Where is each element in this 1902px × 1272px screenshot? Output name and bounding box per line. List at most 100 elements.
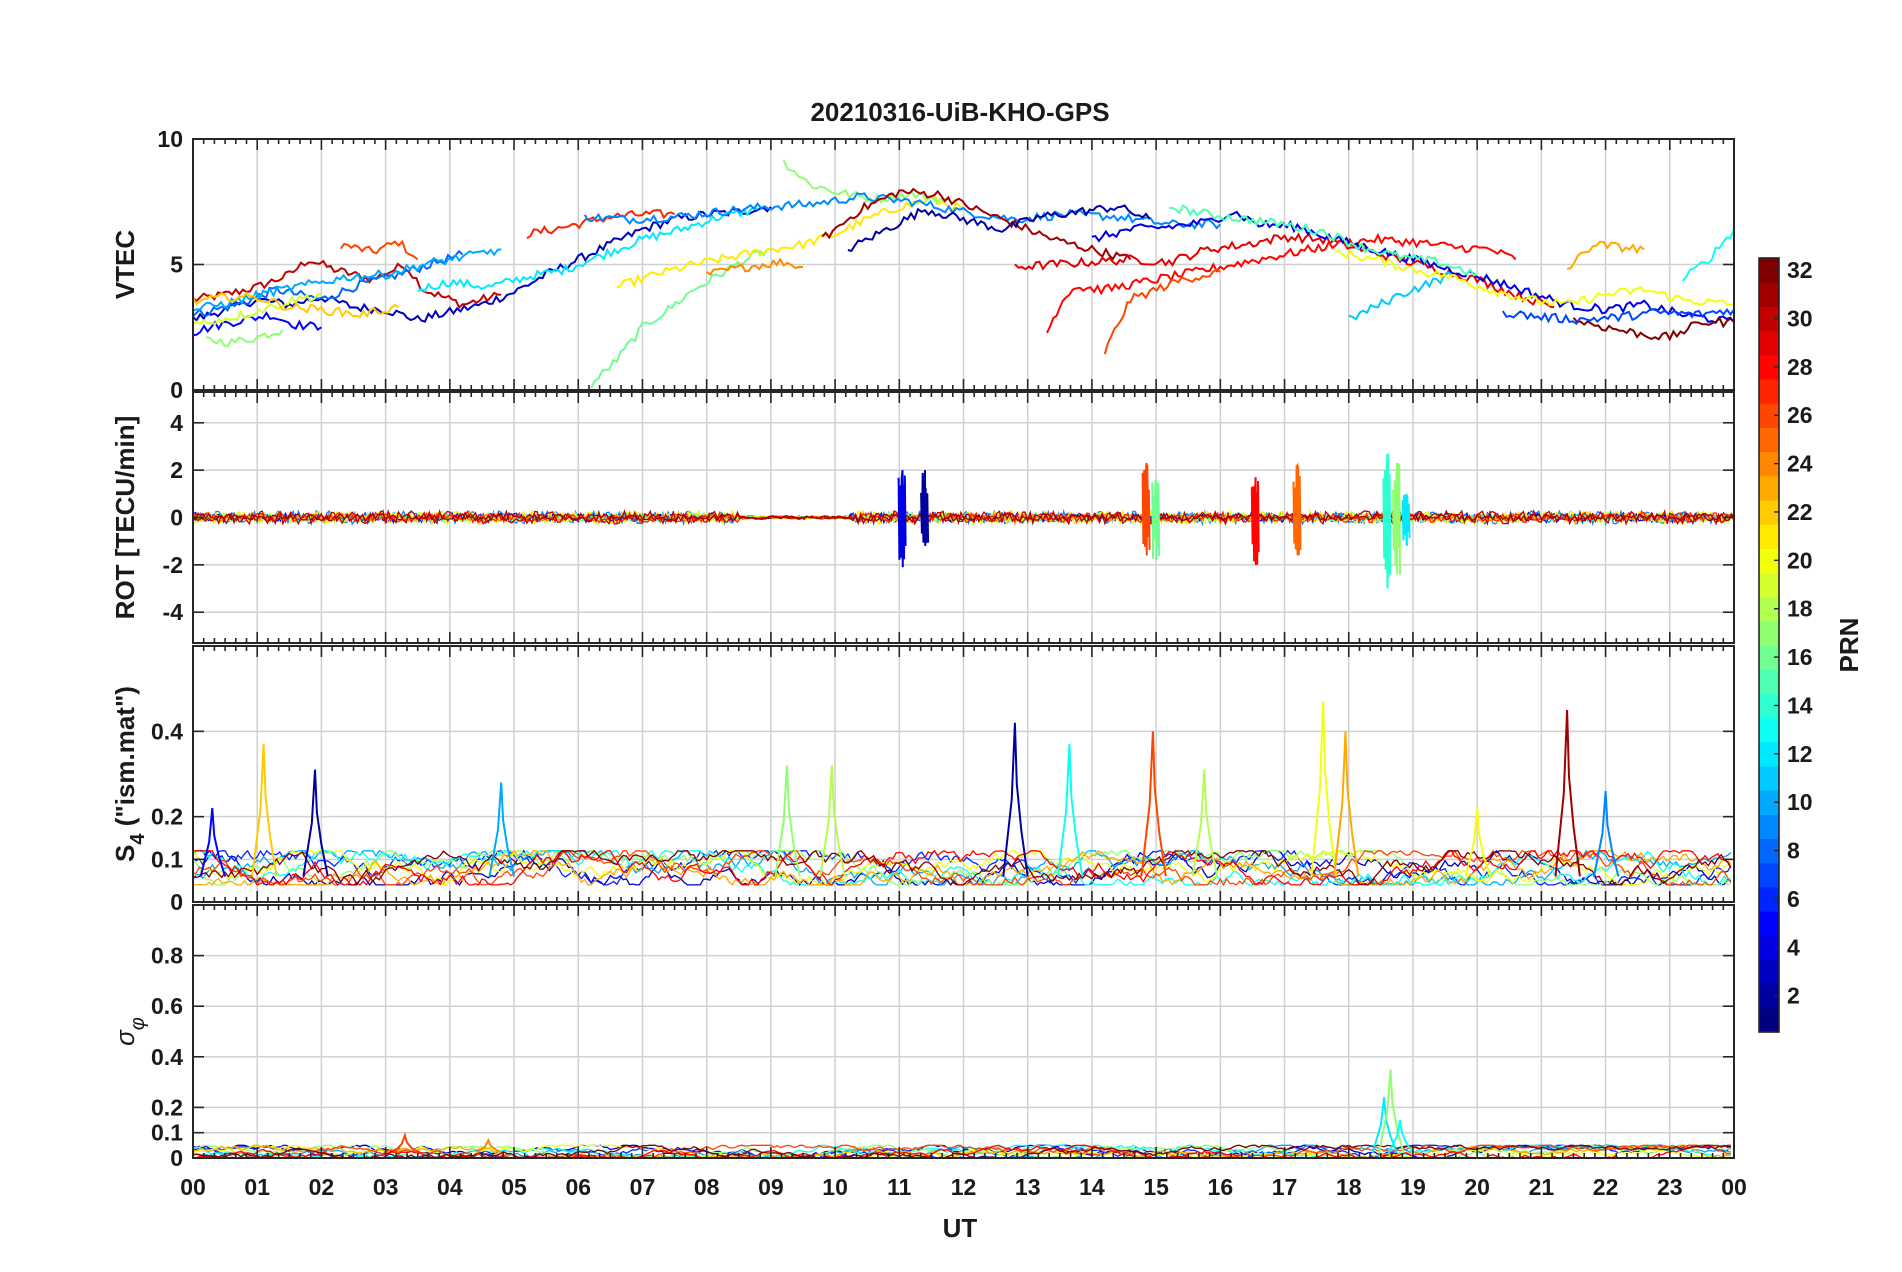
- vtec-series-prn-31: [821, 187, 1132, 261]
- spike-prn-12: [1401, 493, 1411, 546]
- y-tick-label: 0: [170, 377, 183, 403]
- vtec-series-prn-28: [1046, 232, 1517, 334]
- y-tick-label: 0: [170, 1145, 183, 1171]
- x-tick-label: 08: [694, 1174, 720, 1200]
- spike-prn-23: [1333, 731, 1360, 877]
- y-tick-label: 2: [170, 457, 183, 483]
- colorbar-segment: [1759, 354, 1779, 380]
- y-tick-label: -4: [163, 599, 184, 625]
- colorbar-tick-label: 14: [1787, 692, 1813, 718]
- rot-noise-prn-30: [193, 508, 1734, 526]
- colorbar-segment: [1759, 282, 1779, 307]
- vtec-series-prn-17: [205, 329, 284, 348]
- x-tick-label: 20: [1464, 1174, 1490, 1200]
- spike-prn-26: [1140, 731, 1167, 877]
- x-tick-label: 10: [822, 1174, 848, 1200]
- colorbar-tick-label: 2: [1787, 983, 1800, 1009]
- colorbar-segment: [1759, 451, 1779, 477]
- colorbar-tick-label: 24: [1787, 451, 1813, 477]
- spike-prn-2: [1002, 722, 1029, 877]
- spike-prn-16: [1151, 479, 1161, 561]
- vtec-series-prn-19: [193, 293, 322, 326]
- spike-prn-22: [251, 744, 278, 877]
- x-tick-label: 05: [501, 1174, 527, 1200]
- rot-noise-prn-31: [193, 512, 1734, 523]
- vtec-series-prn-15: [1168, 204, 1478, 277]
- x-tick-label: 16: [1208, 1174, 1234, 1200]
- spike-prn-4: [897, 469, 907, 568]
- vtec-series-prn-4: [1091, 210, 1734, 325]
- colorbar-segment: [1759, 765, 1779, 791]
- colorbar-segment: [1759, 524, 1779, 549]
- colorbar-frame: [1758, 257, 1780, 1033]
- data-rot: [193, 453, 1734, 589]
- spike-prn-2: [920, 470, 930, 546]
- spike-prn-2: [302, 769, 329, 877]
- colorbar-segment: [1759, 814, 1779, 840]
- y-tick-label: 10: [157, 126, 183, 152]
- y-axis-label-rot: ROT [TECU/min]: [110, 416, 140, 620]
- panel-vtec: 0 5 10 VTEC: [110, 126, 1735, 403]
- colorbar-segment: [1759, 548, 1779, 574]
- x-tick-label: 14: [1079, 1174, 1105, 1200]
- colorbar-segment: [1759, 959, 1779, 985]
- colorbar-tick-label: 10: [1787, 789, 1813, 815]
- x-tick-label: 04: [437, 1174, 463, 1200]
- colorbar-tick-label: 4: [1787, 934, 1800, 960]
- panel-sigma_phi: 00.10.2 0.4 0.6 0.8 σφ: [110, 904, 1735, 1171]
- y-tick-label: 0.4: [151, 1044, 183, 1070]
- colorbar-segment: [1759, 1007, 1779, 1033]
- vtec-series-prn-22: [193, 291, 400, 319]
- y-axis-label-sigma_phi: σφ: [110, 1017, 149, 1046]
- baseline-prn-28: [193, 849, 1732, 886]
- x-tick-label: 02: [309, 1174, 335, 1200]
- x-tick-label: 09: [758, 1174, 784, 1200]
- x-axis-label: UT: [943, 1213, 978, 1243]
- vtec-series-prn-9: [583, 192, 1222, 231]
- colorbar-segment: [1759, 693, 1779, 719]
- vtec-series-prn-2: [847, 204, 1151, 253]
- spike-prn-31: [1554, 709, 1581, 877]
- x-tick-label: 21: [1529, 1174, 1555, 1200]
- colorbar-segment: [1759, 596, 1779, 622]
- colorbar-segment: [1759, 330, 1779, 356]
- vtec-series-prn-7: [1501, 308, 1734, 325]
- panel-s4: 0 0.1 0.2 0.4S4 ("ism.mat"): [110, 645, 1735, 915]
- x-tick-label: 12: [951, 1174, 977, 1200]
- colorbar-segment: [1759, 983, 1779, 1009]
- spike-prn-9: [1593, 791, 1620, 877]
- y-axis-label-vtec: VTEC: [110, 230, 140, 300]
- x-tick-label: 22: [1593, 1174, 1619, 1200]
- y-tick-label: -2: [163, 552, 183, 578]
- x-tick-label: 13: [1015, 1174, 1041, 1200]
- spike-prn-17: [774, 765, 801, 877]
- y-tick-label: 0.2: [151, 804, 183, 830]
- vtec-series-prn-12: [417, 206, 759, 293]
- colorbar-segment: [1759, 572, 1779, 598]
- x-tick-label: 01: [244, 1174, 270, 1200]
- y-tick-label: 0: [170, 889, 183, 915]
- colorbar-segment: [1759, 935, 1779, 961]
- vtec-series-prn-10: [193, 248, 502, 312]
- spike-prn-20: [1464, 808, 1491, 877]
- x-tick-label: 06: [565, 1174, 591, 1200]
- vtec-series-prn-20: [1335, 248, 1734, 307]
- x-tick-label: 00: [1721, 1174, 1747, 1200]
- vtec-series-prn-30: [193, 259, 502, 310]
- colorbar-segment: [1759, 378, 1779, 404]
- colorbar-segment: [1759, 669, 1779, 694]
- spike-prn-18: [819, 765, 846, 877]
- vtec-series-prn-27: [526, 209, 676, 240]
- x-tick-label: 23: [1657, 1174, 1683, 1200]
- colorbar-tick-label: 6: [1787, 886, 1800, 912]
- spike-prn-18: [1191, 769, 1219, 877]
- x-axis: 00 01 02 03 04 05 06 07 08 09 10 11 12 13 14 15 16 17 18 19…: [180, 1174, 1747, 1200]
- spike-prn-24: [476, 1137, 502, 1154]
- colorbar-segment: [1759, 620, 1779, 646]
- colorbar-segment: [1759, 862, 1779, 888]
- colorbar-segment: [1759, 886, 1779, 912]
- baseline-prn-10: [193, 849, 1732, 887]
